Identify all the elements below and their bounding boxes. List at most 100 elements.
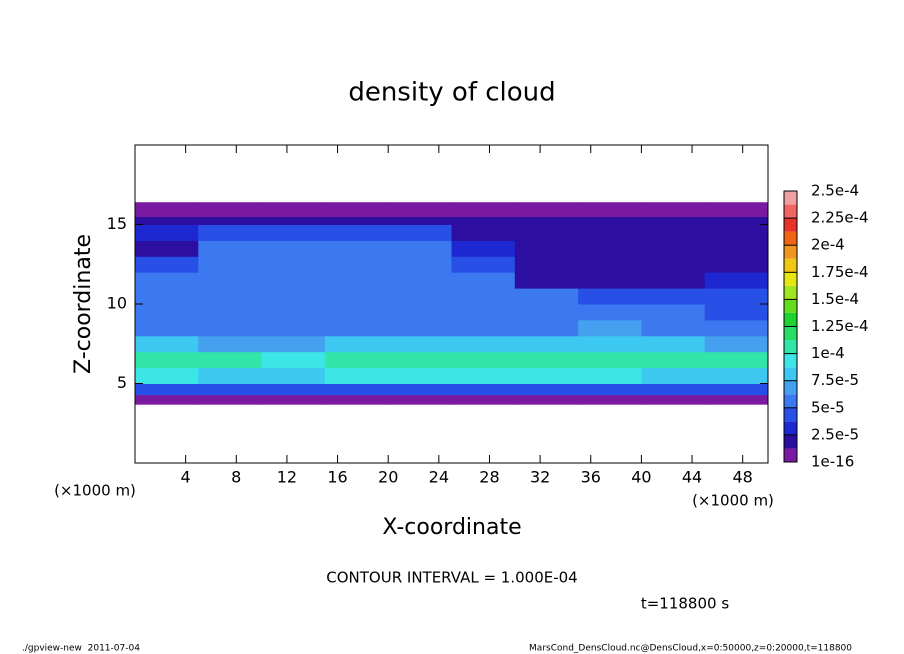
heat-cell [198,351,263,369]
heat-cell [578,304,642,321]
colorbar-band [784,191,797,205]
colorbar-tick-label: 7.5e-5 [811,371,859,389]
heat-cell [135,351,199,369]
heat-cell [198,240,263,257]
heat-cell [451,383,516,396]
heat-cell [451,224,516,241]
heat-cell [388,383,452,396]
heat-cell [641,216,706,225]
colorbar-band [784,367,797,381]
colorbar-tick-label: 2.5e-5 [811,425,859,443]
heat-cell [135,394,199,405]
heat-cell [641,272,706,289]
heat-cell [451,394,516,405]
heat-cell [514,272,579,289]
heat-cell [198,216,263,225]
heat-cell [451,367,516,384]
heat-cell [451,351,516,369]
heat-cell [704,288,769,305]
colorbar-band [784,258,797,273]
heat-cell [198,224,263,241]
heat-cell [514,288,579,305]
colorbar-band [784,285,797,300]
heat-cell [198,394,263,405]
colorbar-tick-label: 1e-4 [811,344,845,362]
heat-cell [514,304,579,321]
heat-cell [198,367,263,384]
heat-cell [135,240,199,257]
heat-cell [514,256,579,273]
heat-cell [641,394,706,405]
heat-cell [514,216,579,225]
colorbar-band [784,407,797,422]
x-tick-label: 44 [682,468,702,487]
heat-cell [388,202,452,218]
colorbar-tick-label: 2.5e-4 [811,182,859,200]
heat-cell [261,202,326,218]
heat-cell [704,383,769,396]
heat-cell [514,224,579,241]
colorbar-band [784,448,797,462]
heat-cell [198,304,263,321]
heat-cell [261,272,326,289]
colorbar-band [784,218,797,232]
heat-cell [704,367,769,384]
heat-cell [324,288,389,305]
heat-cell [451,240,516,257]
y-unit: (×1000 m) [54,482,136,500]
footer-right: MarsCond_DensCloud.nc@DensCloud,x=0:5000… [529,644,852,654]
heat-cell [135,304,199,321]
heat-cell [261,367,326,384]
heat-cell [451,335,516,353]
colorbar-tick-label: 1.25e-4 [811,317,869,335]
x-tick-label: 48 [733,468,753,487]
heat-cell [578,216,642,225]
heat-cell [704,256,769,273]
heat-cell [324,240,389,257]
heat-cell [198,202,263,218]
heat-cell [324,272,389,289]
heat-cell [704,335,769,353]
colorbar-tick-label: 1.5e-4 [811,290,859,308]
heat-cell [641,202,706,218]
heat-cell [135,256,199,273]
colorbar-band [784,353,797,368]
heat-cell [388,394,452,405]
colorbar-band [784,380,797,395]
x-axis-label: X-coordinate [382,515,521,540]
heat-cell [514,367,579,384]
heat-cell [135,367,199,384]
heat-cell [704,224,769,241]
heat-cell [324,256,389,273]
heat-cell [324,383,389,396]
colorbar-band [784,421,797,435]
heat-cell [388,288,452,305]
x-tick-label: 16 [327,468,347,487]
contour-note: CONTOUR INTERVAL = 1.000E-04 [326,569,577,587]
heat-cell [198,272,263,289]
heat-cell [704,319,769,337]
heat-cell [388,216,452,225]
heat-cell [451,216,516,225]
colorbar-band [784,245,797,259]
heat-cell [578,288,642,305]
heat-cell [578,240,642,257]
heat-cell [261,304,326,321]
heat-cell [578,224,642,241]
x-tick-label: 40 [631,468,651,487]
x-tick-label: 8 [231,468,241,487]
colorbar-tick-label: 5e-5 [811,398,845,416]
heat-cell [641,224,706,241]
x-tick-label: 20 [378,468,398,487]
heat-cell [578,256,642,273]
heat-cell [198,256,263,273]
colorbar-band [784,231,797,246]
y-tick-label: 15 [107,214,127,233]
heat-cell [198,288,263,305]
heat-cell [514,351,579,369]
heat-cell [388,351,452,369]
heat-cell [324,304,389,321]
heat-cell [704,272,769,289]
heat-cell [261,256,326,273]
